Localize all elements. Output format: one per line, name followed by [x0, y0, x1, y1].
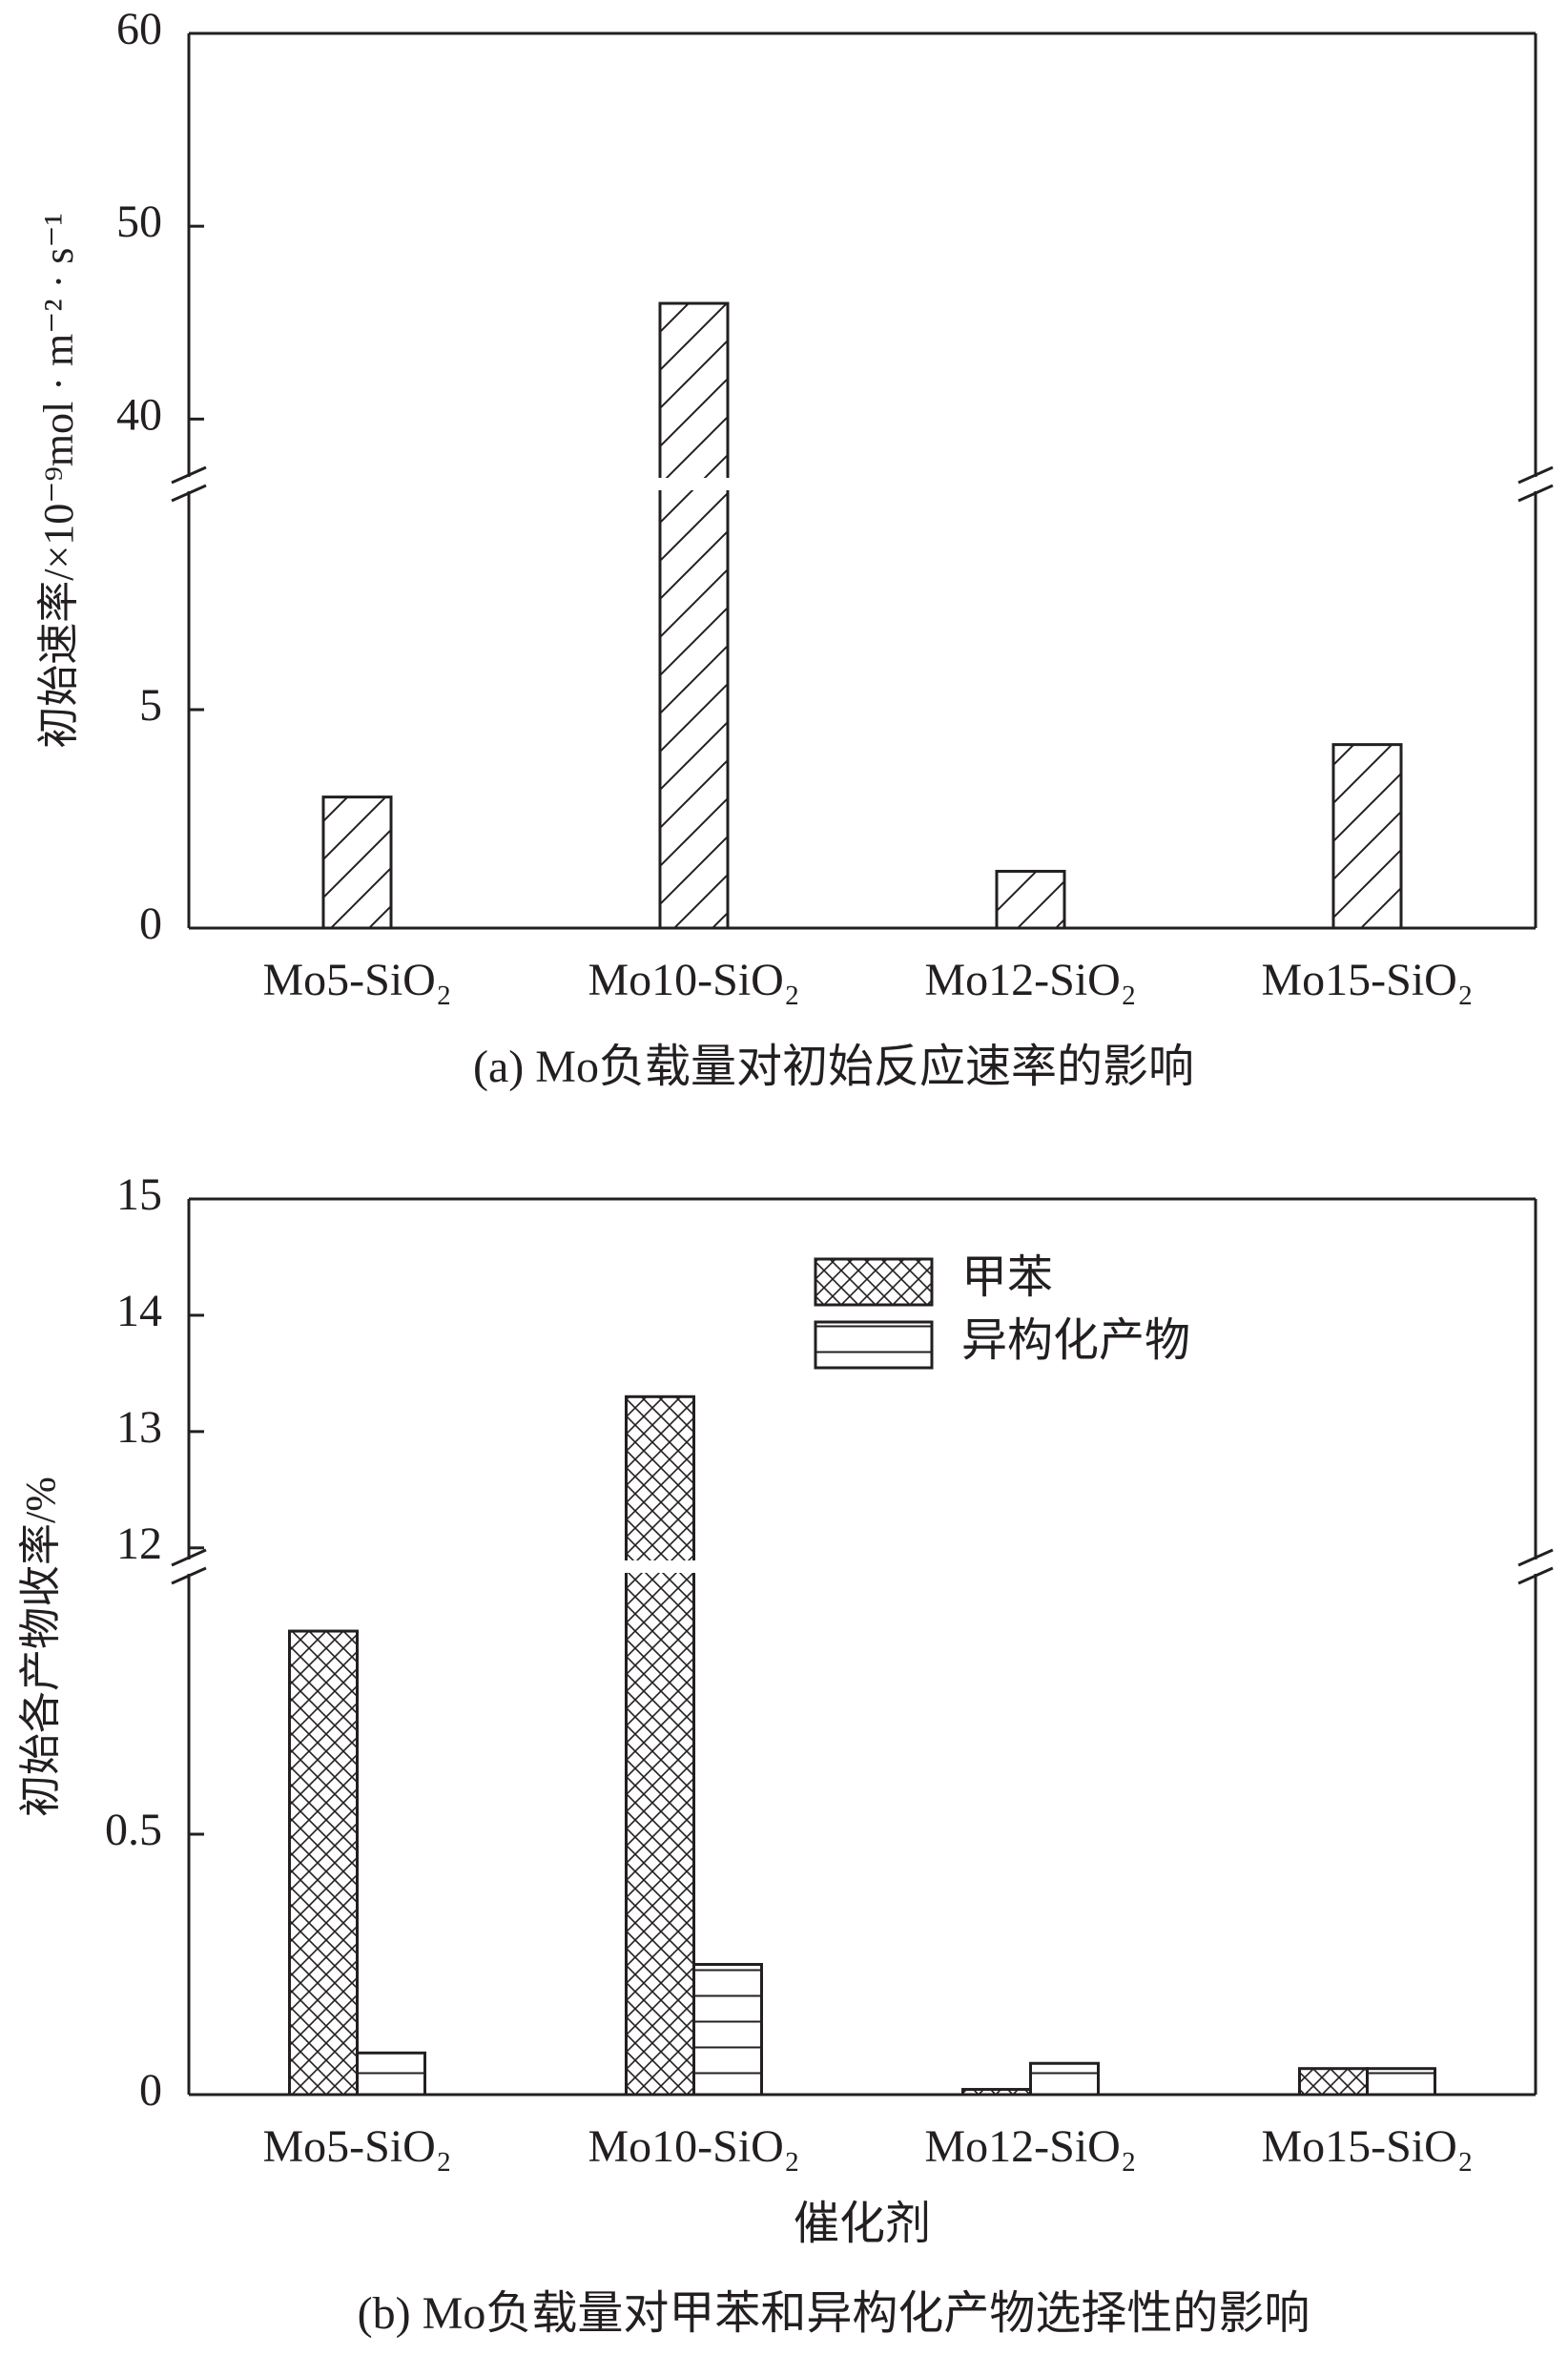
x-tick-label: Mo12-SiO₂ — [924, 2121, 1136, 2172]
y-tick-label: 0 — [139, 899, 162, 949]
x-tick-label: Mo15-SiO₂ — [1261, 2121, 1473, 2172]
bar — [692, 1963, 763, 2097]
axis-break-gap — [160, 1560, 1564, 1573]
x-tick-label: Mo12-SiO₂ — [924, 955, 1136, 1005]
y-tick-label: 14 — [116, 1286, 162, 1336]
bar — [625, 1394, 695, 2097]
axis-break-mark — [171, 465, 207, 485]
axis-break-gap — [160, 478, 1564, 490]
axis-break-mark — [1517, 1548, 1554, 1567]
y-tick-label: 0 — [139, 2065, 162, 2116]
axis-break-mark — [171, 1566, 207, 1585]
x-tick-label: Mo10-SiO₂ — [588, 2121, 799, 2172]
axis-break-mark — [171, 484, 207, 503]
bar — [356, 2051, 426, 2097]
legend-label: 甲苯 — [961, 1252, 1053, 1303]
bar — [321, 795, 393, 930]
y-tick-label: 13 — [116, 1402, 162, 1453]
y-tick-label: 12 — [116, 1518, 162, 1569]
y-tick-label: 60 — [116, 4, 162, 54]
x-tick-label: Mo15-SiO₂ — [1261, 955, 1473, 1005]
y-tick-label: 0.5 — [105, 1805, 162, 1855]
y-tick-label: 5 — [139, 680, 162, 731]
axis-break-mark — [171, 1548, 207, 1567]
y-tick-label: 40 — [116, 389, 162, 440]
x-tick-label: Mo5-SiO₂ — [262, 955, 451, 1005]
bar — [995, 869, 1066, 930]
legend-swatch — [814, 1320, 934, 1370]
y-axis-label: 初始速率/×10⁻⁹mol · m⁻² · s⁻¹ — [35, 213, 82, 749]
bar — [658, 301, 730, 930]
axis-break-mark — [1517, 1566, 1554, 1585]
x-axis-label: 催化剂 — [794, 2199, 931, 2249]
x-tick-label: Mo10-SiO₂ — [588, 955, 799, 1005]
axis-break-mark — [1517, 465, 1554, 485]
bar — [1366, 2067, 1436, 2097]
bar — [1029, 2061, 1100, 2097]
y-tick-label: 15 — [116, 1169, 162, 1220]
axis-break-mark — [1517, 484, 1554, 503]
y-axis-label: 初始各产物收率/% — [17, 1477, 64, 1817]
caption: (a) Mo负载量对初始反应速率的影响 — [473, 1042, 1194, 1092]
bar — [288, 1629, 359, 2097]
x-tick-label: Mo5-SiO₂ — [262, 2121, 451, 2172]
y-tick-label: 50 — [116, 196, 162, 247]
bar — [1298, 2067, 1369, 2097]
caption: (b) Mo负载量对甲苯和异构化产物选择性的影响 — [358, 2288, 1310, 2339]
legend-swatch — [814, 1257, 934, 1307]
bar — [1331, 743, 1403, 930]
legend-label: 异构化产物 — [961, 1315, 1190, 1366]
